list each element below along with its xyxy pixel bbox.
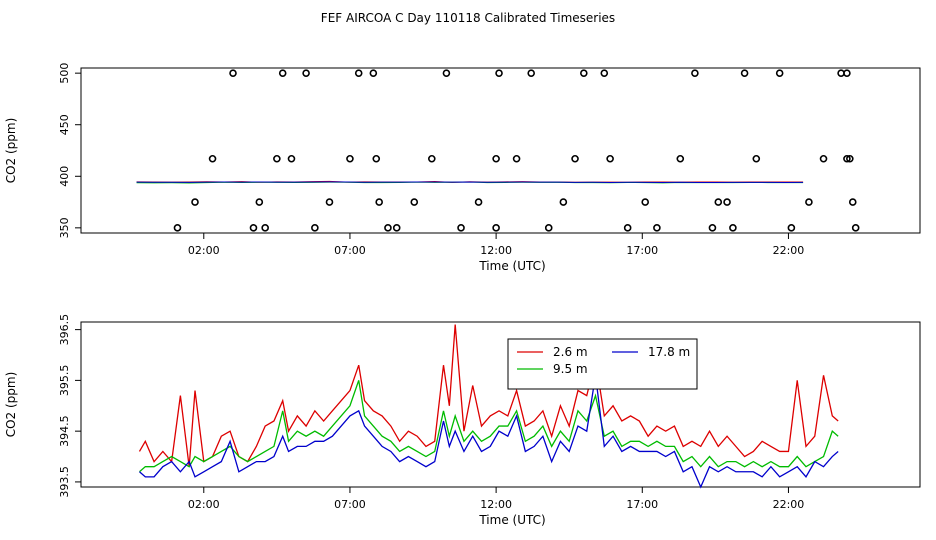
data-point [723,198,731,206]
legend-label: 2.6 m [553,345,588,359]
data-point [311,224,319,232]
series-line-17-8-m [139,375,839,489]
data-point [278,69,287,77]
data-point [559,198,568,206]
plot-frame [80,321,921,488]
data-point [606,154,614,163]
data-point [302,69,310,77]
data-point [261,224,269,232]
y-tick-label: 396.5 [58,314,71,346]
data-point [369,69,378,77]
series-line-3 [136,181,804,183]
data-point [653,224,661,232]
data-point [346,154,354,163]
y-tick-label: 400 [58,166,71,187]
data-point [740,69,749,77]
data-point [249,224,258,232]
data-point [229,69,237,77]
data-point [600,69,609,77]
x-tick-label: 22:00 [773,244,805,257]
data-point [691,69,699,77]
data-point [752,154,761,163]
data-point [495,69,503,77]
data-point [173,224,182,232]
data-point [287,154,296,163]
data-point [708,224,717,232]
data-point [641,198,650,206]
x-tick-label: 07:00 [334,244,366,257]
top-panel: 02:00 07:00 12:00 17:00 22:00 350 400 450 500 Tim… [4,63,921,273]
x-axis-label: Time (UTC) [478,513,545,527]
data-point [623,224,632,232]
data-point [191,198,199,206]
y-tick-label: 350 [58,217,71,238]
data-point [676,154,685,163]
series-line-2-6-m [138,324,839,467]
y-tick-label: 450 [58,114,71,135]
y-tick-label: 394.5 [58,415,71,447]
legend: 2.6 m 9.5 m 17.8 m [507,338,698,390]
data-point [819,154,828,163]
x-tick-label: 02:00 [188,244,220,257]
data-point [208,154,217,163]
legend-label: 17.8 m [648,345,690,359]
x-axis-label: Time (UTC) [478,259,545,273]
data-point [442,69,451,77]
chart-title: FEF AIRCOA C Day 110118 Calibrated Times… [321,11,615,25]
data-point [544,224,553,232]
data-point [428,154,436,163]
data-point [372,154,381,163]
x-tick-label: 17:00 [626,498,658,511]
data-point [474,198,483,206]
y-axis-label: CO2 (ppm) [4,118,18,184]
data-point [410,198,419,206]
data-point [729,224,737,232]
data-point [512,154,521,163]
data-point [805,198,813,206]
data-point [325,198,334,206]
data-point [843,154,851,163]
data-point [851,224,860,232]
data-point [255,198,264,206]
data-point [580,69,588,77]
data-point [787,224,796,232]
data-point [848,198,857,206]
data-point [354,69,363,77]
data-point [527,69,535,77]
data-point [714,198,723,206]
x-tick-label: 22:00 [773,498,805,511]
data-point [375,198,383,206]
data-point [571,154,579,163]
plot-frame [80,67,921,234]
data-point [273,154,281,163]
data-point [775,69,784,77]
data-point [492,224,500,232]
x-tick-label: 17:00 [626,244,658,257]
data-point [457,224,465,232]
x-tick-label: 02:00 [188,498,220,511]
y-tick-label: 393.5 [58,466,71,498]
bottom-panel: 02:00 07:00 12:00 17:00 22:00 393.5 394.5 395.5… [4,314,921,527]
x-tick-label: 12:00 [480,498,512,511]
x-tick-label: 12:00 [480,244,512,257]
data-point [843,69,851,77]
series-line-9-5-m [139,380,839,473]
y-tick-label: 500 [58,63,71,84]
data-point [384,224,392,232]
legend-box [507,338,698,390]
data-point [492,154,500,163]
y-tick-label: 395.5 [58,365,71,397]
x-tick-label: 07:00 [334,498,366,511]
legend-label: 9.5 m [553,362,588,376]
data-point [392,224,401,232]
data-point [846,154,854,163]
y-axis-label: CO2 (ppm) [4,372,18,438]
